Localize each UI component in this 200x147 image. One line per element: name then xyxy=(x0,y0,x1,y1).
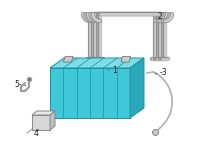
Text: 5-: 5- xyxy=(14,80,22,88)
Text: 1: 1 xyxy=(112,66,117,75)
Polygon shape xyxy=(50,68,130,118)
Polygon shape xyxy=(50,111,55,130)
Polygon shape xyxy=(121,56,131,62)
Polygon shape xyxy=(32,115,50,130)
Polygon shape xyxy=(50,58,144,68)
Polygon shape xyxy=(63,56,73,62)
Text: -3: -3 xyxy=(160,67,168,76)
Polygon shape xyxy=(32,111,55,115)
Text: 4: 4 xyxy=(34,128,39,137)
Polygon shape xyxy=(130,58,144,118)
Text: 2: 2 xyxy=(158,11,163,20)
